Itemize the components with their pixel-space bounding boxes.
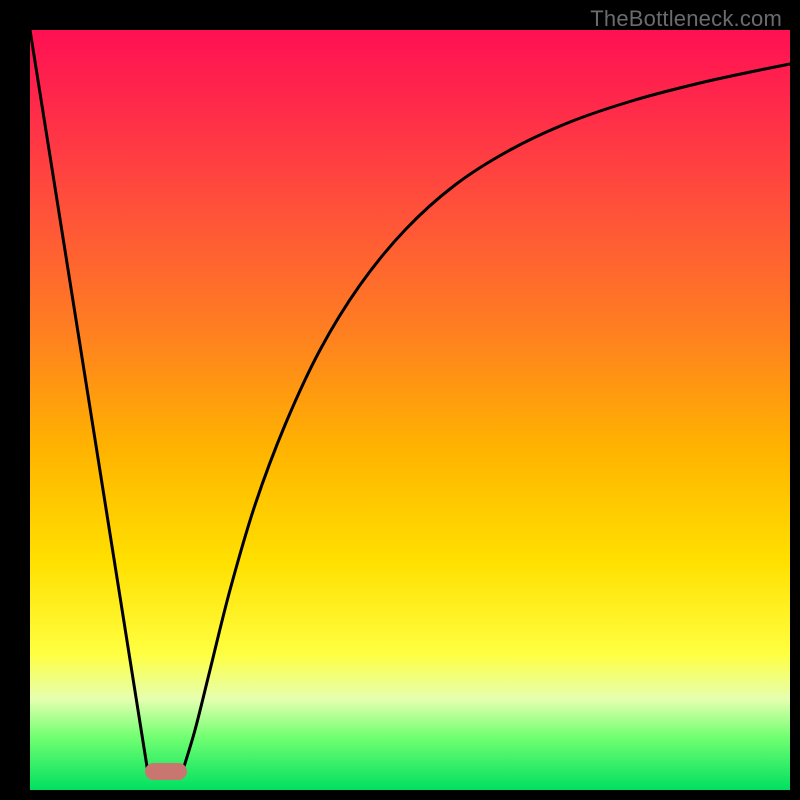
optimal-marker [145, 763, 187, 780]
right-curve-path [182, 64, 790, 773]
watermark-text: TheBottleneck.com [590, 6, 782, 32]
plot-area [30, 30, 790, 790]
chart-container: TheBottleneck.com [0, 0, 800, 800]
curve-layer [30, 30, 790, 790]
left-curve-line [30, 30, 148, 773]
